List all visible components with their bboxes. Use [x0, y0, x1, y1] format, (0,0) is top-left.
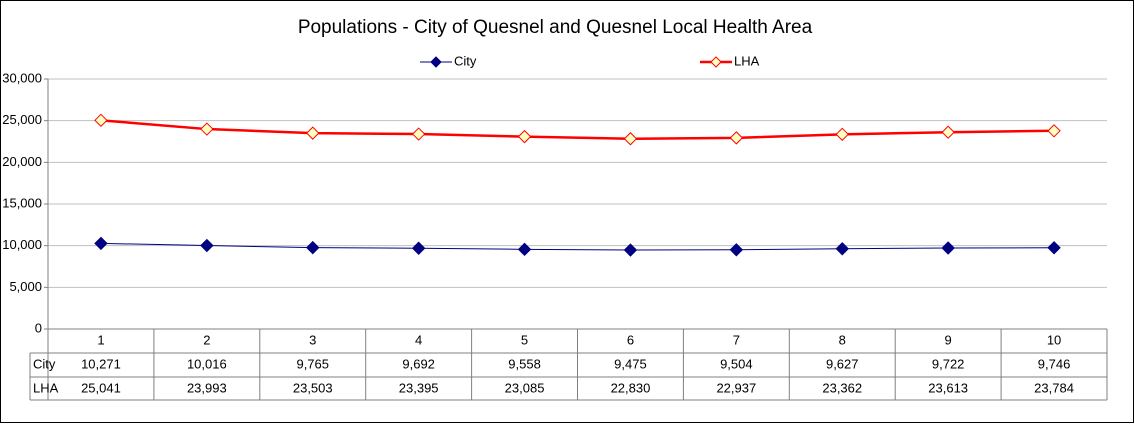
marker: [517, 129, 532, 144]
table-value: 9,504: [720, 356, 753, 371]
y-tick-label: 10,000: [2, 237, 42, 252]
table-value: 23,085: [505, 380, 545, 395]
marker: [1047, 124, 1061, 138]
table-value: 23,395: [399, 380, 439, 395]
marker: [1047, 241, 1061, 255]
table-value: 23,613: [928, 380, 968, 395]
marker: [306, 126, 320, 140]
marker: [200, 122, 214, 136]
y-tick-label: 5,000: [9, 279, 42, 294]
table-value: 23,993: [187, 380, 227, 395]
marker: [517, 242, 532, 257]
table-value: 9,746: [1038, 356, 1071, 371]
marker: [941, 241, 955, 255]
table-value: 23,784: [1034, 380, 1074, 395]
marker: [835, 127, 849, 142]
marker: [835, 242, 849, 256]
marker: [94, 113, 108, 128]
x-tick-label: 10: [1047, 332, 1061, 347]
table-value: 22,937: [716, 380, 756, 395]
table-row-label: LHA: [33, 380, 59, 395]
x-tick-label: 8: [839, 332, 846, 347]
x-tick-label: 1: [97, 332, 104, 347]
marker: [729, 243, 744, 257]
x-tick-label: 3: [309, 332, 316, 347]
legend-label: City: [454, 53, 477, 68]
x-tick-label: 5: [521, 332, 528, 347]
table-value: 23,362: [822, 380, 862, 395]
x-tick-label: 4: [415, 332, 422, 347]
marker: [411, 241, 426, 255]
table-value: 9,765: [296, 356, 329, 371]
marker: [941, 125, 955, 139]
marker: [623, 132, 638, 146]
series-line: [100, 119, 1055, 141]
legend-label: LHA: [734, 53, 760, 68]
marker: [729, 131, 744, 145]
legend-marker: [430, 56, 442, 68]
marker: [306, 240, 320, 255]
x-tick-label: 2: [203, 332, 210, 347]
table-value: 9,627: [826, 356, 859, 371]
marker: [623, 243, 638, 257]
y-tick-label: 30,000: [2, 70, 42, 85]
table-value: 22,830: [611, 380, 651, 395]
y-tick-label: 15,000: [2, 195, 42, 210]
legend-marker: [710, 56, 722, 68]
marker: [94, 236, 108, 251]
table-value: 9,692: [402, 356, 435, 371]
table-row-label: City: [33, 356, 56, 371]
table-value: 10,016: [187, 356, 227, 371]
y-tick-label: 20,000: [2, 154, 42, 169]
x-tick-label: 9: [945, 332, 952, 347]
series-line: [100, 242, 1055, 251]
marker: [200, 238, 214, 253]
table-value: 9,722: [932, 356, 965, 371]
table-value: 23,503: [293, 380, 333, 395]
x-tick-label: 6: [627, 332, 634, 347]
y-tick-label: 25,000: [2, 112, 42, 127]
marker: [411, 127, 426, 141]
chart-title: Populations - City of Quesnel and Quesne…: [298, 17, 813, 38]
table-value: 25,041: [81, 380, 121, 395]
table-value: 9,475: [614, 356, 647, 371]
table-value: 10,271: [81, 356, 121, 371]
x-tick-label: 7: [733, 332, 740, 347]
table-value: 9,558: [508, 356, 541, 371]
y-tick-label: 0: [35, 320, 42, 335]
